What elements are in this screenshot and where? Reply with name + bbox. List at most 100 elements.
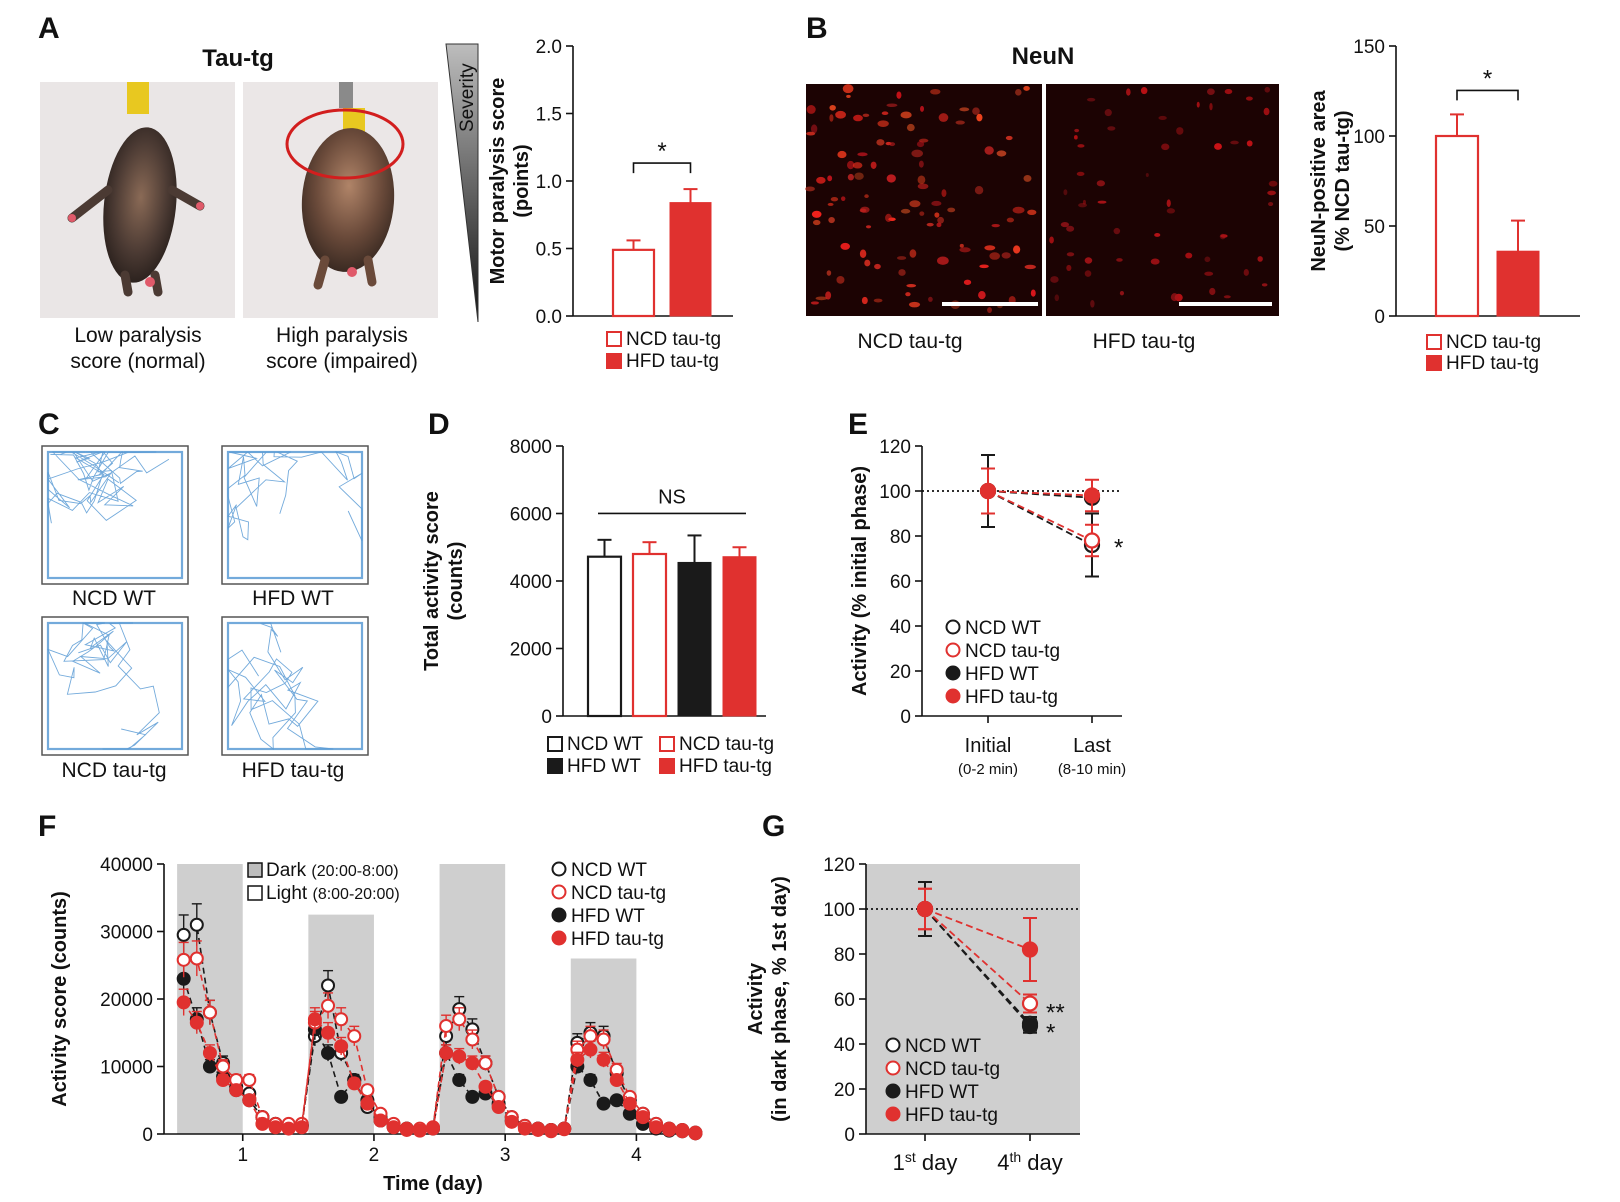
B-bar-significance-mark: * bbox=[1483, 65, 1492, 92]
neun-cell bbox=[896, 91, 902, 99]
F-line-point-ncd-wt bbox=[176, 927, 191, 942]
G-line-point-hfd-tau-tg bbox=[916, 900, 934, 918]
E-line-significance-mark: * bbox=[1114, 534, 1123, 561]
neun-cell bbox=[1261, 283, 1268, 287]
track-path bbox=[47, 451, 170, 524]
neun-cell bbox=[1161, 143, 1170, 151]
D-bar-y-tick-label: 4000 bbox=[510, 572, 552, 593]
neun-cell bbox=[853, 114, 863, 122]
G-line-y-label: Activity bbox=[745, 962, 767, 1035]
neun-cell bbox=[828, 217, 835, 224]
neun-cell bbox=[1263, 107, 1270, 116]
F-line-point-hfd-tau-tg bbox=[439, 1046, 454, 1060]
neun-cell bbox=[963, 279, 972, 285]
neun-cell bbox=[829, 104, 836, 111]
caption-high-1: High paralysis bbox=[276, 324, 408, 347]
track-path bbox=[227, 451, 363, 542]
D-bar-y-label: (counts) bbox=[445, 542, 467, 621]
track-caption-ncd-tau: NCD tau-tg bbox=[61, 759, 166, 782]
neun-cell bbox=[1104, 109, 1112, 117]
neun-cell bbox=[842, 84, 854, 94]
chart-f-activity-time: 0 10000 20000 30000 40000 Activity score (cou… bbox=[49, 855, 703, 1195]
A-bar-y-label: Motor paralysis score bbox=[487, 78, 509, 285]
B-bar-legend-label: NCD tau-tg bbox=[1446, 332, 1541, 353]
E-line-legend-marker bbox=[945, 688, 961, 704]
F-line-point-hfd-tau-tg bbox=[491, 1100, 506, 1114]
G-line-significance-mark: ** bbox=[1046, 999, 1065, 1026]
chart-e-activity-phase: 0 20 40 60 80 100 120 Activity (% initial phase… bbox=[849, 437, 1126, 778]
F-line-point-hfd-tau-tg bbox=[675, 1124, 690, 1139]
G-line-y-tick-label: 20 bbox=[834, 1080, 855, 1101]
E-line-point-hfd-tau-tg bbox=[1083, 487, 1101, 504]
F-line-point-ncd-tau-tg bbox=[202, 1005, 217, 1020]
neun-cell bbox=[881, 111, 889, 116]
neun-cell bbox=[1145, 172, 1149, 177]
neun-cell bbox=[900, 208, 911, 214]
neun-cell bbox=[911, 149, 924, 158]
neun-cell bbox=[827, 202, 834, 206]
chart-b-neun-area: 0 50 100 150 NeuN-positive area (% NCD tau-tg… bbox=[1308, 37, 1580, 374]
B-bar-bar-ncd-tau-tg bbox=[1434, 134, 1480, 318]
neun-image-ncd bbox=[806, 84, 1042, 316]
neun-cell bbox=[984, 146, 994, 155]
F-line-point-hfd-tau-tg bbox=[202, 1046, 217, 1060]
B-bar-significance-bracket bbox=[1456, 89, 1519, 101]
neun-cell bbox=[835, 110, 846, 119]
neun-cell bbox=[991, 223, 1000, 228]
neun-cell bbox=[876, 139, 885, 146]
F-line-point-hfd-tau-tg bbox=[268, 1120, 283, 1135]
F-line-legend-label: HFD tau-tg bbox=[571, 929, 664, 950]
A-bar-bar-ncd-tau-tg bbox=[611, 248, 656, 318]
neun-cell bbox=[1219, 233, 1226, 240]
neun-cells-ncd bbox=[805, 84, 1037, 313]
neun-cell bbox=[1223, 295, 1231, 299]
neun-cell bbox=[1049, 236, 1054, 244]
photo-title: Tau-tg bbox=[202, 45, 274, 72]
D-bar-legend-label: NCD tau-tg bbox=[679, 734, 774, 755]
impairment-circle bbox=[285, 108, 405, 180]
neun-cell bbox=[840, 196, 846, 201]
neun-cell bbox=[1126, 88, 1131, 96]
D-bar-y-tick-label: 0 bbox=[541, 707, 552, 728]
neun-cell bbox=[873, 298, 883, 303]
panel-label-g: G bbox=[762, 810, 785, 843]
neun-cell bbox=[1119, 290, 1125, 296]
E-line-y-tick-label: 100 bbox=[879, 482, 911, 503]
neun-cell bbox=[906, 284, 917, 288]
E-line-y-tick-label: 80 bbox=[890, 527, 911, 548]
F-line-x-tick-label: 1 bbox=[237, 1145, 248, 1166]
E-line-y-tick-label: 0 bbox=[900, 707, 911, 728]
E-line-x-sublabel: (0-2 min) bbox=[958, 761, 1018, 778]
neun-cell bbox=[847, 160, 855, 170]
F-line-point-hfd-tau-tg bbox=[557, 1122, 572, 1137]
neun-cell bbox=[1024, 264, 1036, 270]
F-line-point-hfd-tau-tg bbox=[596, 1052, 611, 1067]
neun-cell bbox=[1246, 140, 1253, 147]
neun-cell bbox=[906, 123, 915, 132]
neun-image-hfd bbox=[1046, 84, 1279, 316]
neun-cell bbox=[1027, 209, 1037, 215]
F-line-point-hfd-tau-tg bbox=[412, 1123, 427, 1138]
F-line-point-hfd-tau-tg bbox=[399, 1122, 414, 1137]
caption-low-1: Low paralysis bbox=[74, 324, 201, 347]
A-bar-y-tick-label: 1.5 bbox=[536, 105, 562, 126]
F-line-point-ncd-tau-tg bbox=[242, 1073, 257, 1087]
F-line-point-hfd-wt bbox=[202, 1059, 217, 1074]
panel-label-c: C bbox=[38, 408, 60, 441]
F-line-legend-label: HFD WT bbox=[571, 906, 645, 927]
D-bar-significance-mark: NS bbox=[658, 486, 686, 508]
neun-cell bbox=[996, 150, 1007, 157]
neun-cell bbox=[874, 263, 881, 270]
neun-cell bbox=[1185, 252, 1193, 259]
F-line-point-ncd-tau-tg bbox=[439, 1019, 454, 1033]
track-caption-ncd-wt: NCD WT bbox=[72, 587, 156, 610]
E-line-y-tick-label: 120 bbox=[879, 437, 911, 458]
F-line-point-ncd-tau-tg bbox=[334, 1012, 349, 1027]
F-line-point-hfd-tau-tg bbox=[386, 1120, 401, 1135]
F-line-legend-marker bbox=[551, 907, 567, 923]
neun-cell bbox=[1113, 227, 1121, 235]
neun-cell bbox=[1107, 126, 1116, 131]
D-bar-bar-ncd-tau-tg bbox=[631, 552, 668, 718]
F-line-y-label: Activity score (counts) bbox=[49, 891, 71, 1107]
panel-label-f: F bbox=[38, 810, 56, 843]
